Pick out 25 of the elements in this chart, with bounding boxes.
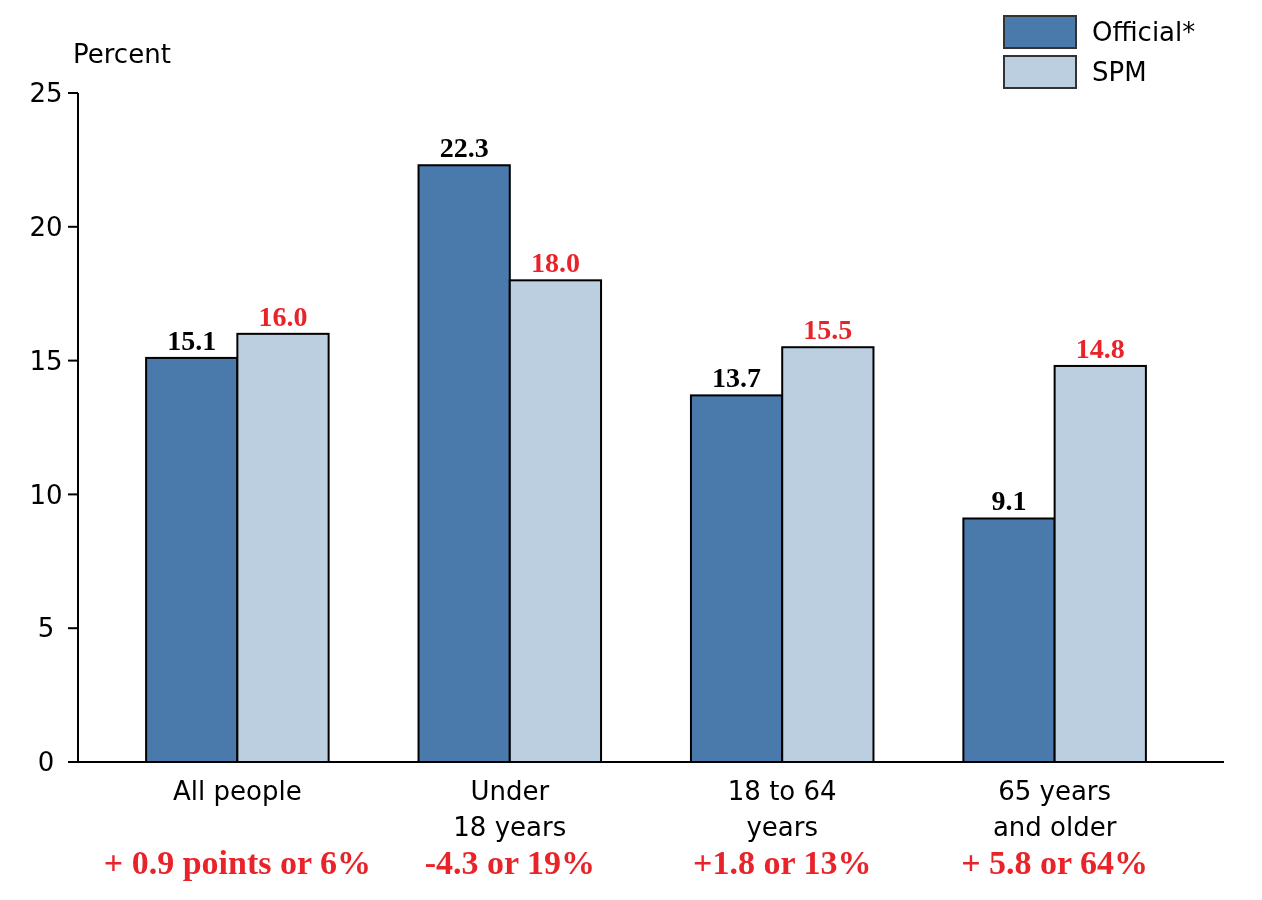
y-tick-label: 20: [29, 211, 63, 242]
data-label: 16.0: [258, 300, 308, 332]
text: +1.8 or 13%: [693, 844, 872, 881]
legend-label: SPM: [1092, 57, 1147, 88]
x-tick-label: All people: [173, 776, 302, 806]
y-tick-label: 0: [37, 747, 55, 778]
x-tick-label: Under 18 years: [453, 776, 567, 842]
legend-label: Official*: [1092, 17, 1196, 48]
data-label: 15.1: [167, 324, 217, 356]
y-tick-label: 15: [29, 345, 63, 376]
x-tick-label: 18 to 64 years: [727, 776, 837, 842]
data-label: 15.5: [803, 314, 853, 346]
text: -4.3 or 19%: [424, 844, 595, 881]
data-label: 18.0: [530, 247, 580, 279]
y-tick-label: 10: [29, 479, 63, 510]
data-label: 22.3: [439, 132, 489, 164]
text: + 0.9 points or 6%: [103, 844, 371, 881]
data-label: 9.1: [991, 485, 1027, 517]
y-tick-label: 25: [29, 78, 63, 109]
data-label: 14.8: [1075, 332, 1125, 364]
y-tick-label: 5: [37, 613, 55, 644]
data-label: 13.7: [712, 362, 762, 394]
text: + 5.8 or 64%: [961, 844, 1149, 881]
y-axis-title: Percent: [73, 39, 171, 69]
x-tick-label: 65 years and older: [992, 776, 1117, 842]
